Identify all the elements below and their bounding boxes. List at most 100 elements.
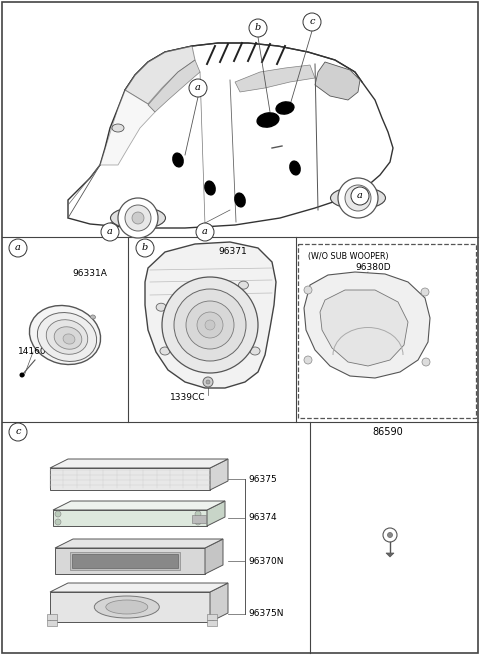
Ellipse shape (110, 207, 166, 229)
Bar (72, 554, 178, 568)
Ellipse shape (235, 193, 245, 207)
Text: 96380D: 96380D (355, 263, 391, 272)
Circle shape (338, 178, 378, 218)
Text: a: a (357, 191, 363, 200)
Text: c: c (15, 428, 21, 436)
Bar (207, 614, 217, 620)
Polygon shape (55, 548, 205, 574)
Bar (298, 244, 476, 418)
Polygon shape (145, 242, 276, 388)
Text: a: a (15, 244, 21, 252)
Circle shape (162, 277, 258, 373)
Circle shape (55, 511, 61, 517)
Circle shape (352, 192, 364, 204)
Ellipse shape (112, 124, 124, 132)
Circle shape (132, 212, 144, 224)
Text: 96375N: 96375N (248, 610, 284, 618)
Circle shape (174, 289, 246, 361)
Circle shape (304, 356, 312, 364)
Text: (W/O SUB WOOPER): (W/O SUB WOOPER) (308, 252, 389, 261)
Circle shape (9, 239, 27, 257)
Circle shape (421, 288, 429, 296)
Polygon shape (53, 501, 225, 510)
Polygon shape (205, 539, 223, 574)
Ellipse shape (94, 596, 159, 618)
Text: a: a (195, 83, 201, 92)
Text: 96331A: 96331A (72, 269, 107, 278)
Ellipse shape (29, 305, 101, 365)
Polygon shape (210, 583, 228, 622)
Text: 96371: 96371 (218, 248, 247, 257)
Ellipse shape (106, 600, 148, 614)
Ellipse shape (250, 347, 260, 355)
Text: 96370N: 96370N (248, 557, 284, 565)
Bar (192, 515, 206, 523)
Bar (70, 552, 180, 570)
Circle shape (203, 377, 213, 387)
Ellipse shape (173, 153, 183, 167)
Ellipse shape (63, 334, 75, 344)
Circle shape (189, 79, 207, 97)
Polygon shape (304, 272, 430, 378)
Polygon shape (55, 539, 223, 548)
Circle shape (304, 286, 312, 294)
Text: 86590: 86590 (372, 427, 403, 437)
Ellipse shape (331, 187, 385, 209)
Circle shape (387, 533, 393, 538)
Polygon shape (125, 46, 195, 104)
Text: 96374: 96374 (248, 514, 276, 523)
Circle shape (55, 519, 61, 525)
Circle shape (197, 312, 223, 338)
Polygon shape (148, 60, 200, 112)
Circle shape (9, 423, 27, 441)
Ellipse shape (160, 347, 170, 355)
Circle shape (422, 358, 430, 366)
Text: a: a (107, 227, 113, 236)
Ellipse shape (205, 181, 215, 195)
Bar (47, 614, 57, 620)
Polygon shape (315, 62, 360, 100)
Text: c: c (309, 18, 315, 26)
Circle shape (249, 19, 267, 37)
Polygon shape (100, 90, 155, 165)
Polygon shape (207, 501, 225, 526)
Polygon shape (50, 468, 210, 490)
Circle shape (195, 519, 201, 525)
Ellipse shape (239, 281, 249, 289)
Ellipse shape (290, 161, 300, 175)
Circle shape (125, 205, 151, 231)
Circle shape (136, 239, 154, 257)
Ellipse shape (91, 315, 96, 319)
Ellipse shape (276, 102, 294, 114)
Text: 96375: 96375 (248, 474, 277, 483)
Polygon shape (50, 459, 228, 468)
Ellipse shape (46, 320, 88, 354)
Bar (47, 620, 57, 626)
Circle shape (345, 185, 371, 211)
Polygon shape (50, 592, 210, 622)
Polygon shape (210, 459, 228, 490)
Circle shape (195, 511, 201, 517)
Circle shape (20, 373, 24, 377)
Text: 14160: 14160 (18, 348, 47, 356)
Ellipse shape (37, 312, 96, 362)
Polygon shape (386, 553, 394, 557)
Circle shape (205, 320, 215, 330)
Circle shape (206, 380, 210, 384)
Text: 1339CC: 1339CC (170, 394, 205, 403)
Ellipse shape (156, 303, 166, 311)
Text: b: b (255, 24, 261, 33)
Text: a: a (202, 227, 208, 236)
Polygon shape (53, 510, 207, 526)
Polygon shape (320, 290, 408, 366)
Bar (207, 620, 217, 626)
Circle shape (186, 301, 234, 349)
Text: b: b (142, 244, 148, 252)
Polygon shape (50, 583, 228, 592)
Ellipse shape (257, 113, 279, 127)
Circle shape (351, 187, 369, 205)
Polygon shape (235, 65, 315, 92)
Circle shape (303, 13, 321, 31)
Ellipse shape (54, 327, 82, 349)
Circle shape (118, 198, 158, 238)
